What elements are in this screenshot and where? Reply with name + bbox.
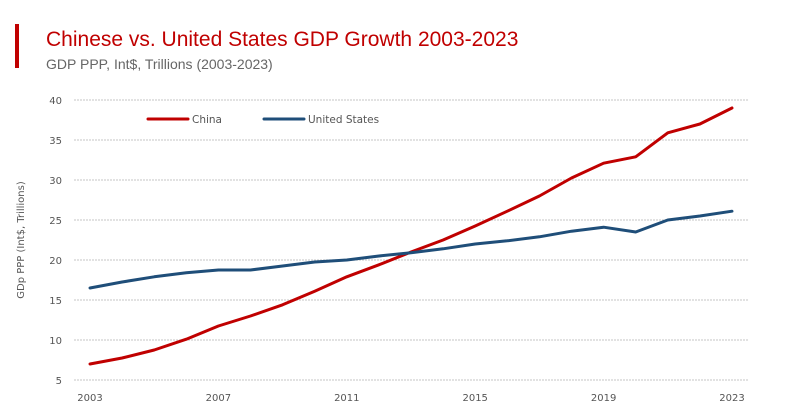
y-tick-label: 10 <box>49 336 62 347</box>
title-accent-bar <box>15 24 19 68</box>
chart-subtitle: GDP PPP, Int$, Trillions (2003-2023) <box>46 56 273 72</box>
x-tick-label: 2011 <box>334 393 359 404</box>
y-tick-label: 30 <box>49 176 62 187</box>
series-line-united-states <box>88 209 734 290</box>
series-line-china <box>88 106 734 366</box>
y-tick-label: 5 <box>56 376 62 387</box>
legend-label: United States <box>308 114 379 126</box>
x-tick-label: 2023 <box>719 393 744 404</box>
y-tick-label: 40 <box>49 96 62 107</box>
x-tick-label: 2007 <box>206 393 231 404</box>
chart-title: Chinese vs. United States GDP Growth 200… <box>46 28 519 51</box>
x-tick-label: 2019 <box>591 393 616 404</box>
y-axis-label: GDp PPP (Int$, Trillions) <box>16 181 27 299</box>
x-tick-label: 2015 <box>462 393 487 404</box>
x-tick-label: 2003 <box>77 393 102 404</box>
y-tick-label: 35 <box>49 136 62 147</box>
legend-label: China <box>192 114 222 126</box>
y-tick-label: 15 <box>49 296 62 307</box>
y-tick-label: 20 <box>49 256 62 267</box>
y-tick-label: 25 <box>49 216 62 227</box>
